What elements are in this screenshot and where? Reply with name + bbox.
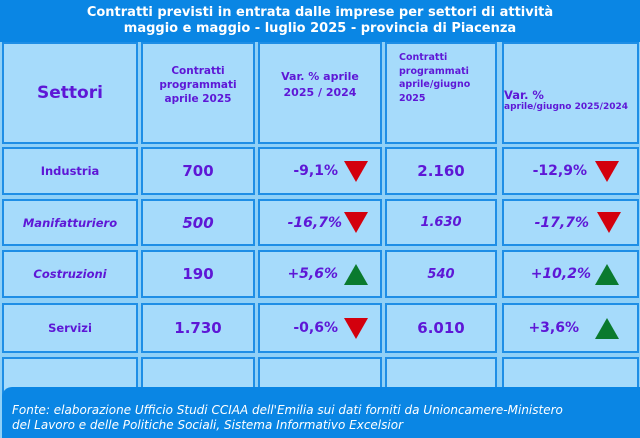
- header-text: aprile/giugno: [399, 79, 471, 90]
- header-text: 2025: [399, 92, 426, 104]
- header-settori-label: Settori: [37, 83, 103, 103]
- value: -16,7%: [287, 214, 342, 231]
- var-april-june: -17,7%: [502, 199, 639, 246]
- value: 1.630: [420, 215, 462, 230]
- title-line-1: Contratti previsti in entrata dalle impr…: [86, 5, 554, 20]
- triangle-up-icon: [595, 317, 619, 339]
- header-var-aprile: Var. % aprile 2025 / 2024: [258, 42, 382, 144]
- value: +3,6%: [528, 320, 579, 336]
- var-april-june: +3,6%: [502, 303, 639, 353]
- sector-label: Manifatturiero: [22, 215, 118, 230]
- contracts-april: 1.730: [141, 303, 255, 353]
- header-text: 2025 / 2024: [283, 86, 357, 99]
- header-text: programmati: [399, 65, 469, 77]
- header-text: Contratti: [171, 65, 225, 77]
- triangle-down-icon: [344, 160, 368, 182]
- value: -9,1%: [293, 163, 338, 179]
- sector-label: Industria: [40, 164, 100, 178]
- header-text: Contratti: [399, 52, 448, 63]
- sector-label: Servizi: [48, 321, 92, 335]
- var-april-june: -12,9%: [502, 147, 639, 195]
- triangle-down-icon: [344, 212, 368, 233]
- source-text: Fonte: elaborazione Ufficio Studi CCIAA …: [12, 403, 638, 433]
- value: -12,9%: [532, 163, 587, 179]
- header-settori: Settori: [2, 42, 138, 144]
- source-line-1: Fonte: elaborazione Ufficio Studi CCIAA …: [12, 403, 563, 417]
- var-april: +5,6%: [258, 250, 382, 298]
- var-april: -16,7%: [258, 199, 382, 246]
- contracts-april: 700: [141, 147, 255, 195]
- source-line-2: del Lavoro e delle Politiche Sociali, Si…: [12, 418, 404, 432]
- header-text: aprile 2025: [164, 93, 232, 105]
- value: +10,2%: [530, 266, 591, 282]
- value: -0,6%: [293, 320, 338, 336]
- triangle-down-icon: [597, 212, 621, 233]
- value: 540: [427, 266, 455, 282]
- value: 1.730: [174, 319, 222, 337]
- value: +5,6%: [287, 266, 338, 282]
- header-text: Var. %: [504, 88, 544, 102]
- sector-label: Costruzioni: [33, 267, 107, 281]
- data-table: Settori Contratti programmati aprile 202…: [0, 42, 640, 397]
- contracts-april-june: 1.630: [385, 199, 497, 246]
- var-april: -0,6%: [258, 303, 382, 353]
- header-text: programmati: [159, 79, 237, 91]
- table-row-sector: Servizi: [2, 303, 138, 353]
- table-row-sector: Industria: [2, 147, 138, 195]
- triangle-up-icon: [595, 263, 619, 285]
- contracts-april-june: 6.010: [385, 303, 497, 353]
- title-banner: Contratti previsti in entrata dalle impr…: [0, 0, 640, 42]
- value: 2.160: [417, 162, 465, 180]
- value: 6.010: [417, 319, 465, 337]
- triangle-down-icon: [595, 160, 619, 182]
- triangle-down-icon: [344, 317, 368, 339]
- value: 500: [182, 213, 214, 232]
- contracts-april-june: 540: [385, 250, 497, 298]
- source-footer: Fonte: elaborazione Ufficio Studi CCIAA …: [2, 387, 640, 438]
- table-row-sector: Costruzioni: [2, 250, 138, 298]
- header-text: Var. % aprile: [281, 70, 359, 83]
- contracts-april-june: 2.160: [385, 147, 497, 195]
- triangle-up-icon: [344, 263, 368, 285]
- header-text: aprile/giugno 2025/2024: [504, 102, 629, 112]
- contracts-april: 500: [141, 199, 255, 246]
- header-contratti-aprile-giugno: Contratti programmati aprile/giugno 2025: [385, 42, 497, 144]
- value: 190: [182, 265, 214, 283]
- value: -17,7%: [534, 214, 589, 231]
- table-row-sector: Manifatturiero: [2, 199, 138, 246]
- var-april: -9,1%: [258, 147, 382, 195]
- title-line-2: maggio e maggio - luglio 2025 - provinci…: [123, 21, 517, 36]
- var-april-june: +10,2%: [502, 250, 639, 298]
- contracts-april: 190: [141, 250, 255, 298]
- value: 700: [182, 162, 214, 180]
- header-var-aprile-giugno: Var. % aprile/giugno 2025/2024: [502, 42, 639, 144]
- header-contratti-aprile: Contratti programmati aprile 2025: [141, 42, 255, 144]
